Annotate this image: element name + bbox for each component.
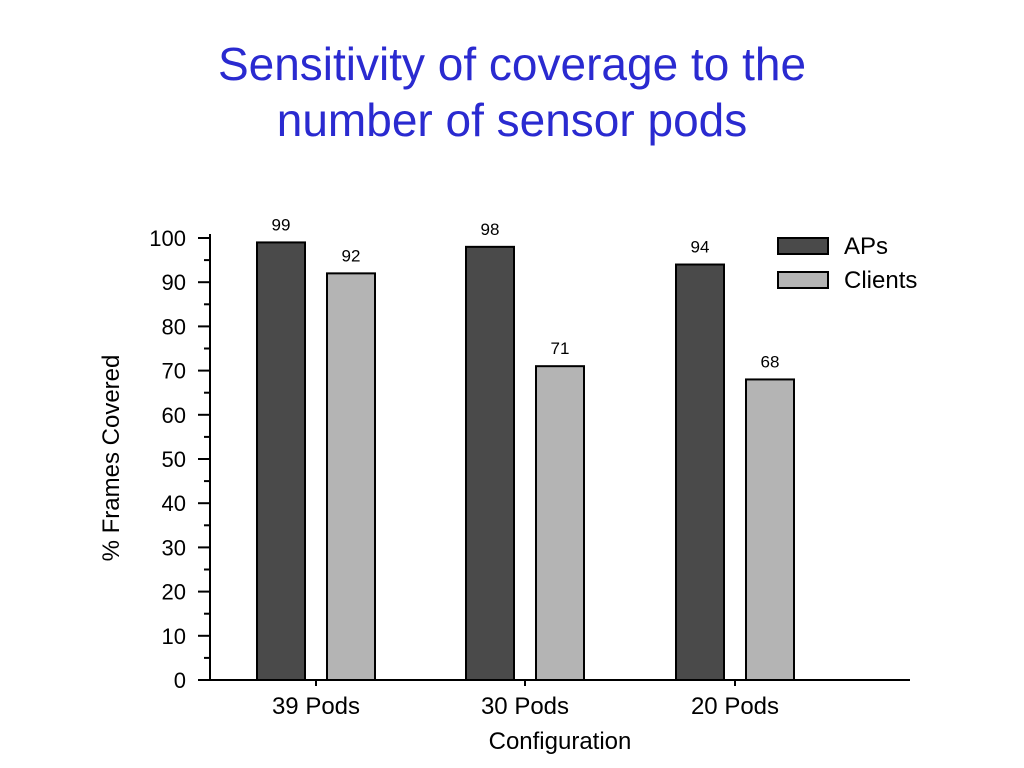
bar-clients-2 xyxy=(535,365,585,681)
data-label: 92 xyxy=(342,246,361,265)
x-axis-title: Configuration xyxy=(489,728,632,755)
y-tick-label: 0 xyxy=(174,668,186,693)
x-tick-label: 20 Pods xyxy=(691,693,779,720)
legend-swatch-aps xyxy=(777,237,829,255)
bar-aps-2 xyxy=(465,245,515,681)
data-label: 71 xyxy=(551,339,570,358)
chart-data-labels: 99 92 98 71 94 68 xyxy=(272,215,780,371)
y-tick-label: 10 xyxy=(162,624,186,649)
y-tick-label: 40 xyxy=(162,491,186,516)
data-label: 68 xyxy=(761,352,780,371)
legend-swatch-clients xyxy=(777,271,829,289)
legend-label-clients: Clients xyxy=(844,267,917,294)
y-tick-label: 30 xyxy=(162,535,186,560)
y-tick-label: 90 xyxy=(162,270,186,295)
data-label: 98 xyxy=(481,220,500,239)
y-tick-label: 80 xyxy=(162,314,186,339)
chart-legend: APs Clients xyxy=(777,233,917,294)
bar-clients-3 xyxy=(745,378,795,681)
y-tick-label: 20 xyxy=(162,580,186,605)
chart-axes: 0 10 20 30 40 50 60 70 80 90 100 39 Pods 30 Pods 20 P… xyxy=(149,226,910,720)
slide-title-line-2: number of sensor pods xyxy=(276,94,748,146)
data-label: 99 xyxy=(272,215,291,234)
y-tick-label: 100 xyxy=(149,226,186,251)
y-axis-title: % Frames Covered xyxy=(98,355,125,562)
chart-bars xyxy=(256,241,795,681)
bar-aps-3 xyxy=(675,263,725,681)
slide-title-line-1: Sensitivity of coverage to the xyxy=(217,38,807,90)
x-tick-label: 39 Pods xyxy=(272,693,360,720)
y-tick-label: 70 xyxy=(162,359,186,384)
legend-label-aps: APs xyxy=(844,233,888,260)
bar-aps-1 xyxy=(256,241,306,681)
y-tick-label: 50 xyxy=(162,447,186,472)
bar-clients-1 xyxy=(326,272,376,681)
x-tick-label: 30 Pods xyxy=(481,693,569,720)
data-label: 94 xyxy=(691,238,710,257)
slide-title: Sensitivity of coverage to the number of… xyxy=(0,36,1024,148)
y-tick-label: 60 xyxy=(162,403,186,428)
